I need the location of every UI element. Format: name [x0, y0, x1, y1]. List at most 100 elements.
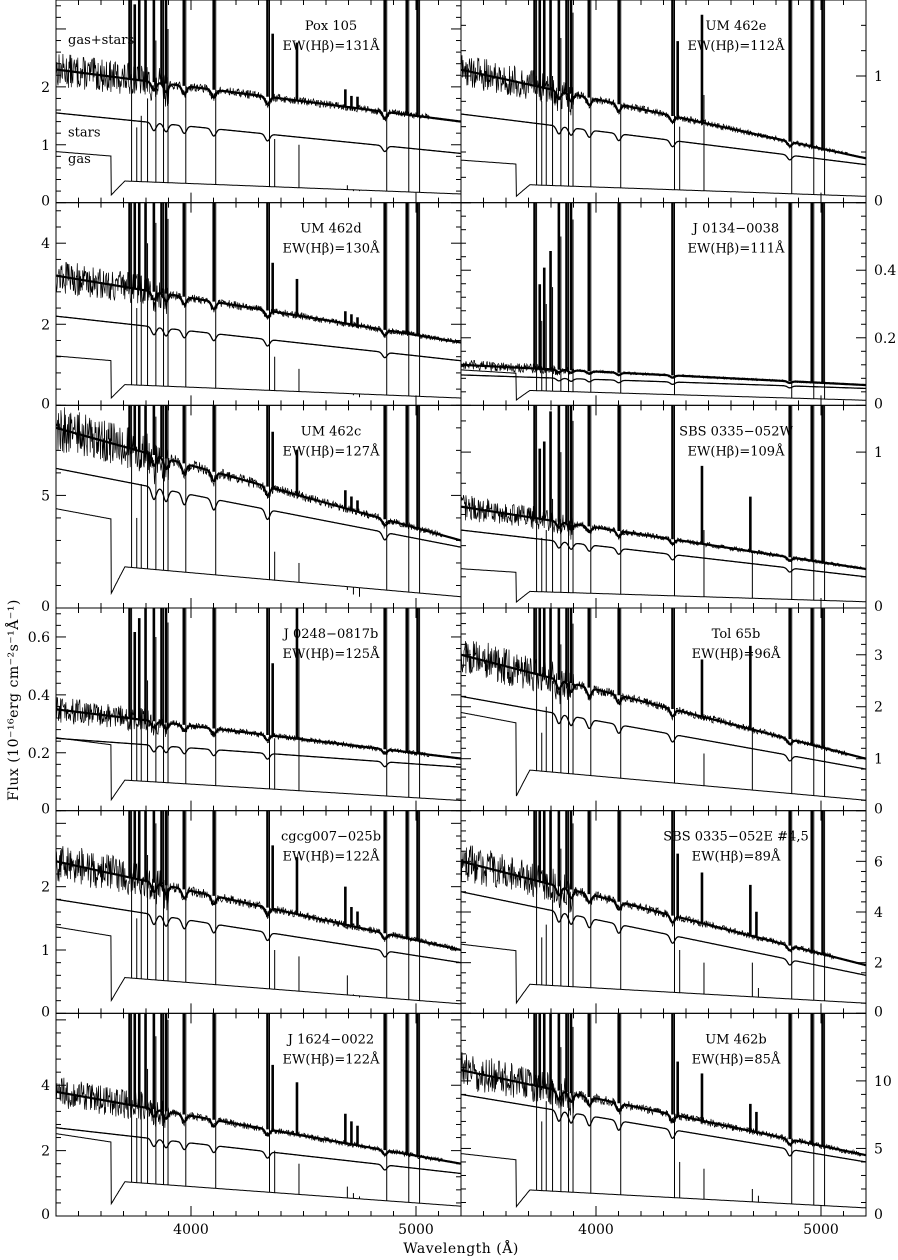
- panel-name: J 1624−0022: [286, 1032, 374, 1047]
- x-tick-label: 4000: [173, 1222, 209, 1238]
- stars-model-line: [461, 695, 866, 770]
- panel-frame: [460, 0, 867, 204]
- panel-frame: [55, 0, 462, 204]
- panel-name: J 0248−0817b: [282, 627, 379, 642]
- gas-model-line: [56, 737, 461, 802]
- y-tick-label: 4: [41, 1078, 50, 1094]
- panel-name: SBS 0335−052W: [679, 424, 793, 439]
- total-model-line: [56, 68, 461, 123]
- panel-name: UM 462c: [301, 424, 362, 439]
- total-model-line: [461, 1069, 866, 1157]
- x-tick-label: 5000: [803, 1222, 839, 1238]
- series-label: gas+stars: [68, 33, 134, 48]
- series-label: gas: [68, 152, 91, 167]
- y-tick-label: 3: [874, 648, 883, 664]
- panel-name: SBS 0335−052E #4,5: [663, 830, 808, 845]
- y-tick-label: 2: [41, 880, 50, 896]
- y-tick-label: 2: [41, 80, 50, 96]
- total-model-line: [461, 860, 866, 967]
- y-tick-label: 0: [41, 396, 50, 412]
- stars-model-line: [56, 315, 461, 362]
- stars-model-line: [56, 898, 461, 964]
- panel-name: cgcg007−025b: [281, 830, 381, 845]
- x-tick-label: 4000: [578, 1222, 614, 1238]
- y-tick-label: 0: [874, 194, 883, 210]
- panel-3: 0 2 4 UM 462d EW(Hβ)=130Å: [41, 202, 462, 412]
- y-tick-label: 0.4: [874, 263, 896, 279]
- panel-ew: EW(Hβ)=122Å: [283, 849, 381, 865]
- observed-spectrum: [461, 495, 862, 570]
- total-model-line: [461, 505, 866, 571]
- panel-frame: [55, 1012, 462, 1217]
- y-axis-label-area: Flux (10⁻¹⁶erg cm⁻²s⁻¹Å⁻¹): [0, 0, 30, 1260]
- y-tick-label: 0: [874, 1207, 883, 1223]
- panel-10: 0 2 4 6 SBS 0335−052E #4,5 EW(Hβ)=89Å: [460, 810, 883, 1020]
- y-tick-label: 2: [41, 317, 50, 333]
- panel-ew: EW(Hβ)=131Å: [283, 38, 381, 54]
- stars-model-line: [56, 467, 461, 548]
- stars-model-line: [461, 113, 866, 166]
- gas-model-line: [461, 712, 866, 801]
- y-tick-label: 0: [41, 599, 50, 615]
- y-tick-label: 0: [874, 599, 883, 615]
- y-tick-label: 6: [874, 854, 883, 870]
- y-tick-label: 5: [874, 1141, 883, 1157]
- total-model-line: [56, 708, 461, 760]
- panel-frame: [55, 810, 462, 1014]
- panel-frame: [55, 202, 462, 406]
- total-model-line: [461, 653, 866, 760]
- stars-model-line: [461, 374, 866, 390]
- y-tick-label: 4: [41, 236, 50, 252]
- stars-model-line: [461, 891, 866, 976]
- panel-6: 0 1 SBS 0335−052W EW(Hβ)=109Å: [460, 404, 883, 615]
- y-tick-label: 0: [41, 1004, 50, 1020]
- panel-ew: EW(Hβ)=89Å: [692, 849, 781, 865]
- panel-name: Tol 65b: [712, 627, 761, 642]
- y-tick-label: 0: [41, 802, 50, 818]
- y-tick-label: 1: [874, 752, 883, 768]
- y-tick-label: 0.4: [28, 688, 50, 704]
- y-tick-label: 1: [874, 69, 883, 85]
- stars-model-line: [56, 737, 461, 768]
- stars-model-line: [461, 1093, 866, 1163]
- panel-ew: EW(Hβ)=127Å: [283, 443, 381, 459]
- panel-ew: EW(Hβ)=130Å: [283, 241, 381, 257]
- panel-ew: EW(Hβ)=111Å: [688, 241, 786, 257]
- observed-spectrum: [461, 845, 835, 960]
- panel-ew: EW(Hβ)=96Å: [692, 646, 781, 662]
- y-tick-label: 0: [874, 1004, 883, 1020]
- panel-ew: EW(Hβ)=112Å: [688, 38, 786, 54]
- panel-4: 0 0.2 0.4 J 0134−0038 EW(Hβ)=111Å: [460, 202, 896, 412]
- y-tick-label: 2: [874, 956, 883, 972]
- panel-frame: [460, 607, 867, 812]
- panel-name: UM 462d: [300, 222, 362, 237]
- y-tick-label: 0.2: [28, 746, 50, 762]
- gas-model-line: [56, 926, 461, 1005]
- panel-2: 0 1 UM 462e EW(Hβ)=112Å: [460, 0, 883, 210]
- stars-model-line: [56, 112, 461, 155]
- panel-ew: EW(Hβ)=125Å: [283, 646, 381, 662]
- total-model-line: [56, 860, 461, 952]
- y-axis-label: Flux (10⁻¹⁶erg cm⁻²s⁻¹Å⁻¹): [6, 599, 22, 801]
- y-tick-label: 2: [41, 1144, 50, 1160]
- total-model-line: [56, 1090, 461, 1165]
- panel-name: J 0134−0038: [691, 222, 779, 237]
- y-tick-label: 0: [874, 396, 883, 412]
- y-tick-label: 1: [41, 138, 50, 154]
- panel-ew: EW(Hβ)=85Å: [692, 1051, 781, 1067]
- y-tick-label: 0: [874, 802, 883, 818]
- gas-model-line: [56, 355, 461, 400]
- gas-model-line: [461, 943, 866, 1005]
- stars-model-line: [461, 529, 866, 578]
- y-tick-label: 1: [41, 943, 50, 959]
- stars-model-line: [56, 1127, 461, 1175]
- gas-model-line: [56, 1133, 461, 1207]
- y-tick-label: 0.6: [28, 630, 50, 646]
- series-label: stars: [68, 126, 101, 141]
- panel-ew: EW(Hβ)=122Å: [283, 1051, 381, 1067]
- panel-8: 0 1 2 3 Tol 65b EW(Hβ)=96Å: [460, 607, 883, 818]
- x-tick-label: 5000: [398, 1222, 434, 1238]
- gas-model-line: [56, 508, 461, 598]
- panel-12: 0 5 10 UM 462b EW(Hβ)=85Å 4000 5000: [460, 1012, 892, 1238]
- panel-name: UM 462b: [705, 1032, 767, 1047]
